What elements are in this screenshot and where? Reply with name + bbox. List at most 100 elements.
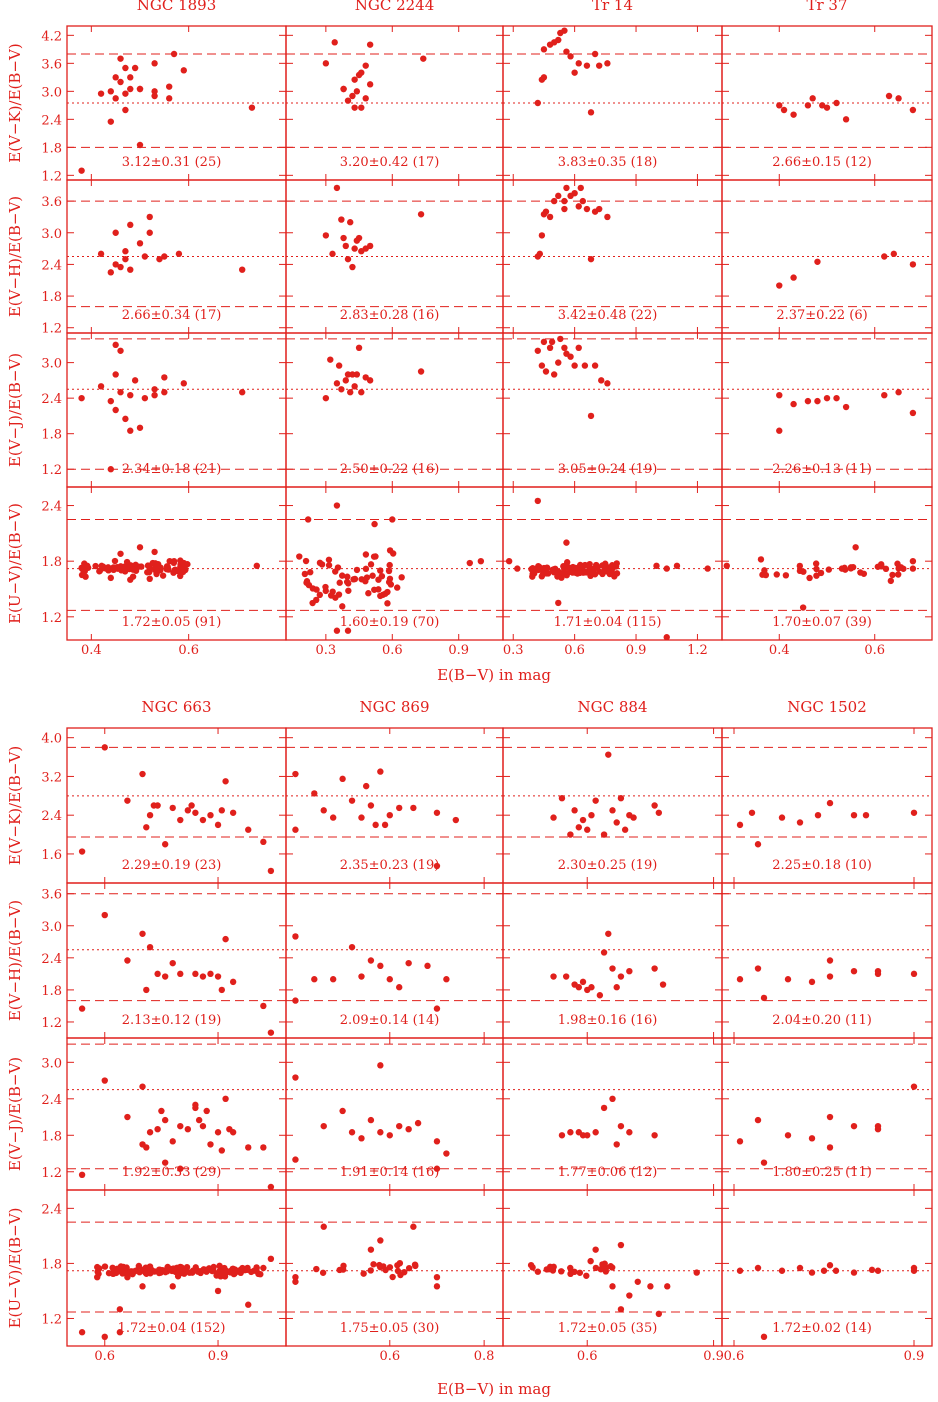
data-point <box>154 1126 161 1133</box>
data-point <box>127 576 134 583</box>
data-point <box>567 831 574 838</box>
data-point <box>784 976 792 983</box>
data-point <box>579 978 587 986</box>
data-point <box>723 562 730 570</box>
result-label: 1.77±0.06 (12) <box>558 1165 658 1180</box>
data-point <box>550 197 558 205</box>
data-point <box>116 1306 124 1313</box>
data-point <box>377 1129 384 1136</box>
data-point <box>868 1266 876 1274</box>
data-point <box>595 62 603 69</box>
data-point <box>101 911 108 919</box>
data-point <box>136 85 144 93</box>
data-point <box>136 141 144 149</box>
data-point <box>833 99 840 107</box>
panel-ngc-869-row4: 1.75±0.05 (30) <box>285 1189 504 1347</box>
x-tick-label: 0.6 <box>178 643 199 658</box>
data-point <box>736 1267 744 1274</box>
data-point <box>842 566 849 573</box>
data-point <box>267 867 275 875</box>
data-point <box>609 965 616 972</box>
data-point <box>367 1267 374 1274</box>
data-point <box>897 564 905 571</box>
data-point <box>127 391 134 399</box>
data-point <box>754 965 762 972</box>
data-point <box>180 559 187 567</box>
data-point <box>124 1113 131 1121</box>
data-point <box>78 848 86 855</box>
x-tick-label: 0.4 <box>769 643 790 658</box>
data-point <box>396 984 403 991</box>
data-point <box>156 255 163 263</box>
result-label: 3.05±0.24 (19) <box>558 462 658 477</box>
data-point <box>367 1116 375 1124</box>
data-point <box>609 1283 616 1290</box>
data-point <box>229 978 237 986</box>
panel-ngc-1502-row3: 1.80±0.25 (11) <box>721 1037 933 1191</box>
data-point <box>387 581 395 588</box>
data-point <box>139 770 146 778</box>
data-point <box>260 1264 267 1272</box>
data-point <box>560 565 568 572</box>
data-point <box>626 1292 633 1299</box>
data-point <box>188 802 195 809</box>
data-point <box>748 809 756 816</box>
data-point <box>567 1264 574 1272</box>
data-point <box>199 816 207 824</box>
data-point <box>153 561 160 569</box>
data-point <box>146 943 154 951</box>
y-tick-label: 3.6 <box>41 57 62 72</box>
data-point <box>538 362 546 369</box>
data-point <box>563 184 570 192</box>
data-point <box>320 1122 327 1130</box>
panel-ngc-1893-row2: 1.2 1.8 2.4 3.0 3.6 2.66±0.34 (17) E(V−H)/E(B−… <box>6 179 287 337</box>
y-tick-label: 4.2 <box>41 29 62 44</box>
data-point <box>575 344 582 352</box>
data-point <box>339 603 346 610</box>
x-tick-label: 0.9 <box>626 643 647 658</box>
data-point <box>159 572 167 579</box>
data-point <box>398 574 405 581</box>
data-point <box>292 997 299 1004</box>
data-point <box>530 565 538 573</box>
data-point <box>384 600 391 607</box>
data-point <box>177 1263 184 1271</box>
data-point <box>141 394 149 402</box>
data-point <box>405 1264 413 1272</box>
data-point <box>546 344 554 352</box>
data-point <box>847 564 855 571</box>
data-point <box>754 1264 762 1272</box>
data-point <box>348 797 356 804</box>
data-point <box>381 821 389 829</box>
data-point <box>386 811 393 819</box>
data-point <box>96 1265 103 1272</box>
result-label: 2.50±0.22 (16) <box>340 462 440 477</box>
data-point <box>754 1116 762 1124</box>
data-point <box>322 60 330 67</box>
data-point <box>790 274 797 281</box>
panel-ngc-1893-row4: 1.2 1.8 2.4 1.72±0.05 (91) E(U−V)/E(B−V) <box>6 486 287 641</box>
panel-frame <box>721 1189 933 1347</box>
data-point <box>174 1273 182 1280</box>
data-point <box>331 39 338 46</box>
data-point <box>567 353 574 360</box>
data-point <box>910 809 918 816</box>
result-label: 1.92±0.33 (29) <box>122 1165 222 1180</box>
data-point <box>813 565 820 573</box>
data-point <box>151 92 158 100</box>
cluster-title-ngc-1502: NGC 1502 <box>787 698 867 716</box>
data-point <box>192 970 199 978</box>
data-point <box>94 1273 101 1281</box>
y-tick-label: 2.4 <box>41 809 62 824</box>
y-tick-label: 1.2 <box>41 169 62 184</box>
data-point <box>583 1272 590 1279</box>
cluster-title-ngc-663: NGC 663 <box>142 698 212 716</box>
data-point <box>812 560 820 567</box>
data-point <box>150 802 158 809</box>
result-label: 2.66±0.15 (12) <box>772 155 872 170</box>
data-point <box>296 553 303 560</box>
data-point <box>136 240 144 247</box>
data-point <box>155 1269 163 1277</box>
data-point <box>617 1241 625 1249</box>
data-point <box>175 250 183 258</box>
